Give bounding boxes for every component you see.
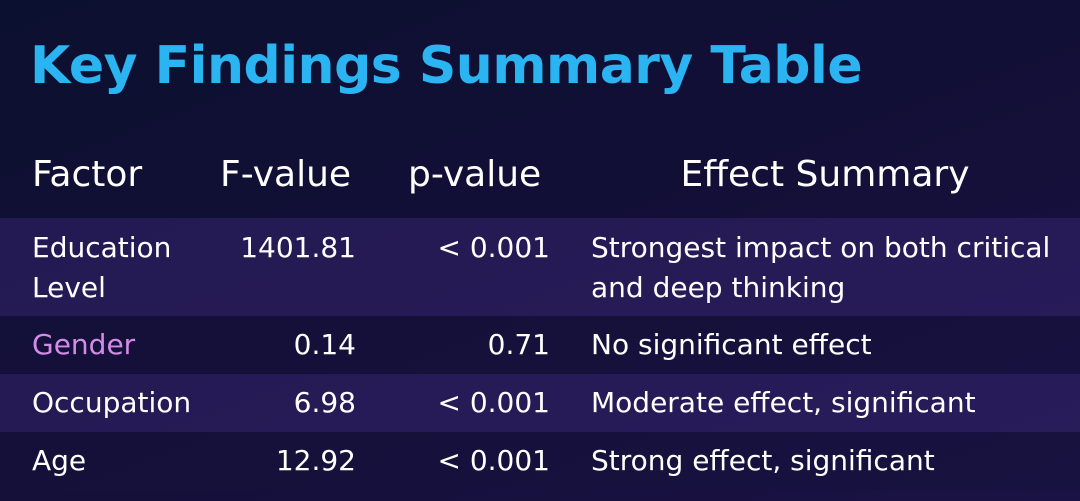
column-header-p-value: p-value: [408, 154, 542, 195]
p-value-cell: 0.71: [487, 328, 550, 361]
f-value-cell: 1401.81: [240, 231, 356, 264]
p-value-cell: < 0.001: [437, 231, 550, 264]
table-row: Education Level 1401.81 < 0.001 Stronges…: [0, 218, 1080, 316]
f-value-cell: 0.14: [293, 328, 356, 361]
f-value-cell: 12.92: [275, 444, 356, 477]
table-row: Gender 0.14 0.71 No significant effect: [0, 316, 1080, 374]
table-header: Factor F-value p-value Effect Summary: [0, 140, 1080, 218]
f-value-cell: 6.98: [293, 386, 356, 419]
effect-summary-cell: Strongest impact on both critical and de…: [591, 231, 1051, 304]
factor-cell: Education Level: [32, 231, 172, 304]
effect-summary-cell: No significant effect: [591, 328, 872, 361]
table-row: Age 12.92 < 0.001 Strong effect, signifi…: [0, 432, 1080, 490]
factor-cell: Gender: [32, 328, 136, 361]
column-header-factor: Factor: [32, 154, 143, 195]
column-header-effect-summary: Effect Summary: [680, 154, 970, 195]
factor-cell: Occupation: [32, 386, 192, 419]
p-value-cell: < 0.001: [437, 386, 550, 419]
table-row: Occupation 6.98 < 0.001 Moderate effect,…: [0, 374, 1080, 432]
factor-cell: Age: [32, 444, 87, 477]
column-header-f-value: F-value: [220, 154, 352, 195]
p-value-cell: < 0.001: [437, 444, 550, 477]
findings-table: Factor F-value p-value Effect Summary Ed…: [0, 140, 1080, 490]
page-title: Key Findings Summary Table: [30, 36, 863, 96]
effect-summary-cell: Moderate effect, significant: [591, 386, 976, 419]
effect-summary-cell: Strong effect, significant: [591, 444, 935, 477]
